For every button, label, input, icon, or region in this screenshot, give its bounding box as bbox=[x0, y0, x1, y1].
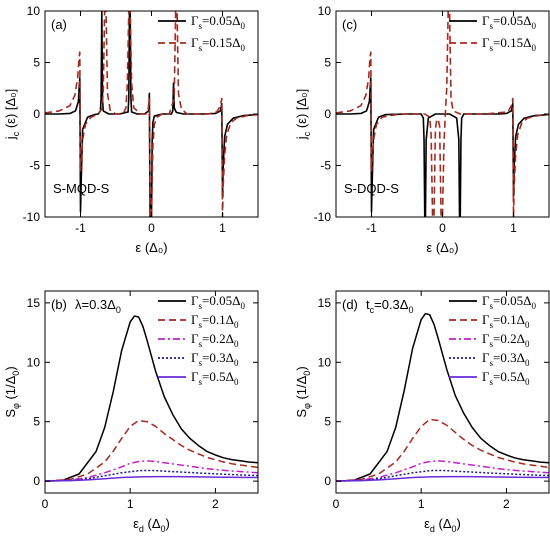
panel-annotation: S-DQD-S bbox=[344, 181, 399, 196]
legend-entry: Γs=0.05Δ0 bbox=[482, 293, 536, 311]
y-tick-label: 0 bbox=[324, 474, 331, 488]
legend-entry: Γs=0.05Δ0 bbox=[191, 293, 245, 311]
legend-entry: Γs=0.1Δ0 bbox=[482, 312, 530, 330]
y-tick-label: 10 bbox=[27, 4, 41, 18]
series-line-d-3 bbox=[336, 469, 549, 482]
x-tick-label: 0 bbox=[333, 497, 340, 511]
y-tick-label: -5 bbox=[29, 159, 40, 173]
legend-entry: Γs=0.05Δ0 bbox=[191, 13, 245, 31]
y-tick-label: 10 bbox=[318, 4, 332, 18]
series-line-b-0 bbox=[45, 315, 258, 482]
y-tick-label: 10 bbox=[27, 355, 41, 369]
legend: Γs=0.05Δ0Γs=0.1Δ0Γs=0.2Δ0Γs=0.3Δ0Γs=0.5Δ… bbox=[449, 293, 536, 387]
y-tick-label: 15 bbox=[318, 296, 332, 310]
x-tick-label: 1 bbox=[219, 221, 226, 235]
series-line-d-0 bbox=[336, 312, 549, 482]
series-line-b-4 bbox=[45, 475, 258, 482]
y-tick-label: -10 bbox=[314, 210, 332, 224]
x-tick-label: 1 bbox=[418, 497, 425, 511]
x-tick-label: -1 bbox=[75, 221, 86, 235]
y-tick-label: 5 bbox=[33, 56, 40, 70]
x-tick-label: 0 bbox=[439, 221, 446, 235]
legend-entry: Γs=0.5Δ0 bbox=[191, 369, 239, 387]
series-line-b-1 bbox=[45, 419, 258, 482]
legend: Γs=0.05Δ0 Γs=0.15Δ0 bbox=[449, 13, 536, 53]
series-line-d-1 bbox=[336, 418, 549, 482]
y-tick-label: 15 bbox=[27, 296, 41, 310]
legend-entry: Γs=0.15Δ0 bbox=[191, 35, 245, 53]
legend-entry: Γs=0.3Δ0 bbox=[482, 350, 530, 368]
series-line-c-1 bbox=[336, 11, 549, 217]
legend: Γs=0.05Δ0 Γs=0.15Δ0 bbox=[158, 13, 245, 53]
legend-entry: Γs=0.2Δ0 bbox=[482, 331, 530, 349]
legend-entry: Γs=0.1Δ0 bbox=[191, 312, 239, 330]
legend-entry: Γs=0.3Δ0 bbox=[191, 350, 239, 368]
y-axis-label: Sφ (1/Δ0) bbox=[3, 366, 21, 417]
x-tick-label: 0 bbox=[148, 221, 155, 235]
panel-label: (d) bbox=[342, 297, 358, 312]
panel-annotation: S-MQD-S bbox=[53, 181, 110, 196]
series-line-a-0 bbox=[45, 11, 258, 217]
x-tick-label: 2 bbox=[212, 497, 219, 511]
panel-annotation: λ=0.3Δ0 bbox=[75, 297, 121, 315]
plot-frame bbox=[44, 290, 259, 494]
x-axis-label: εd (Δ0) bbox=[424, 516, 461, 534]
y-tick-label: -5 bbox=[320, 159, 331, 173]
x-tick-label: -1 bbox=[366, 221, 377, 235]
y-tick-label: 5 bbox=[33, 415, 40, 429]
y-tick-label: 5 bbox=[324, 56, 331, 70]
x-axis-label: ε (Δ₀) bbox=[135, 240, 167, 255]
chart-panel-b: 0 1 2 0 5 10 15 εd (Δ0) Sφ (1/Δ0) (b) λ=0.3Δ0 Γs=0… bbox=[3, 290, 259, 534]
x-axis-label: εd (Δ0) bbox=[133, 516, 170, 534]
legend-entry: Γs=0.2Δ0 bbox=[191, 331, 239, 349]
legend-entry: Γs=0.5Δ0 bbox=[482, 369, 530, 387]
x-tick-label: 0 bbox=[42, 497, 49, 511]
y-axis-label: jc (ε) [Δ₀] bbox=[3, 89, 21, 140]
series-line-d-4 bbox=[336, 475, 549, 482]
x-tick-label: 1 bbox=[127, 497, 134, 511]
legend-entry: Γs=0.05Δ0 bbox=[482, 13, 536, 31]
y-tick-label: -10 bbox=[23, 210, 41, 224]
panel-label: (c) bbox=[342, 17, 357, 32]
y-axis-label: Sφ (1/Δ0) bbox=[294, 366, 312, 417]
y-tick-label: 5 bbox=[324, 415, 331, 429]
x-tick-label: 1 bbox=[510, 221, 517, 235]
series-line-b-3 bbox=[45, 469, 258, 482]
y-axis-label: jc (ε) [Δ₀] bbox=[294, 89, 312, 140]
series-line-b-2 bbox=[45, 460, 258, 482]
y-tick-label: 10 bbox=[318, 355, 332, 369]
y-tick-label: 0 bbox=[324, 107, 331, 121]
x-tick-label: 2 bbox=[503, 497, 510, 511]
y-tick-label: 0 bbox=[33, 474, 40, 488]
series-line-a-1 bbox=[45, 11, 258, 217]
chart-panel-d: 0 1 2 0 5 10 15 εd (Δ0) Sφ (1/Δ0) (d) tc=0.3Δ0 Γs=… bbox=[294, 290, 550, 534]
panel-annotation: tc=0.3Δ0 bbox=[366, 297, 414, 315]
legend-entry: Γs=0.15Δ0 bbox=[482, 35, 536, 53]
y-tick-label: 0 bbox=[33, 107, 40, 121]
series-line-d-2 bbox=[336, 460, 549, 482]
x-axis-label: ε (Δ₀) bbox=[426, 240, 458, 255]
panel-label: (b) bbox=[51, 297, 67, 312]
legend: Γs=0.05Δ0Γs=0.1Δ0Γs=0.2Δ0Γs=0.3Δ0Γs=0.5Δ… bbox=[158, 293, 245, 387]
panel-label: (a) bbox=[51, 17, 67, 32]
plot-frame bbox=[335, 290, 550, 494]
